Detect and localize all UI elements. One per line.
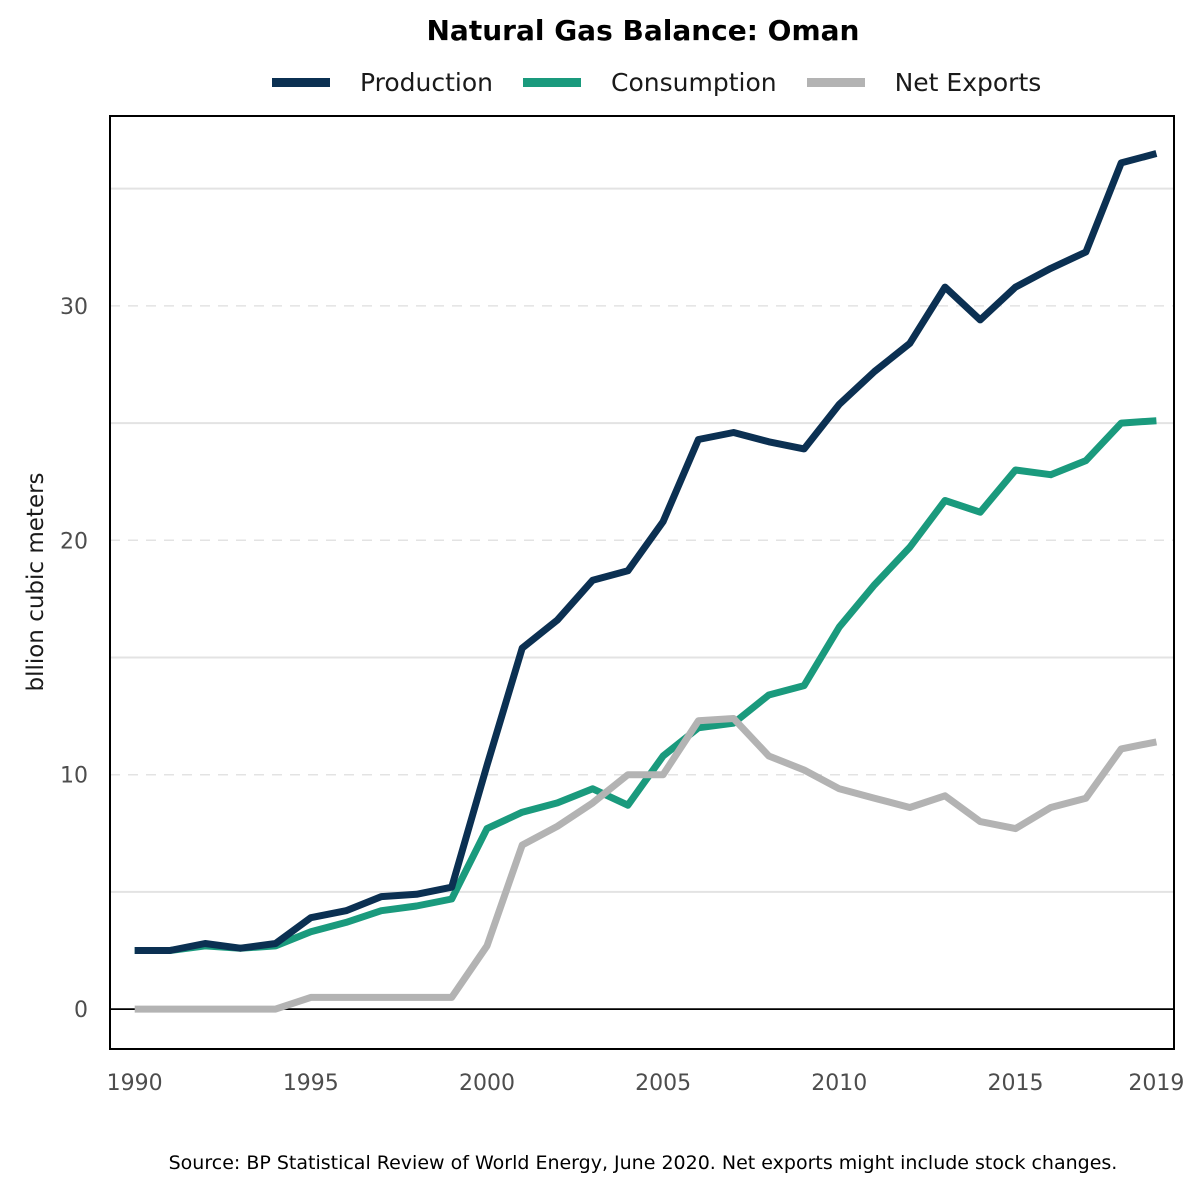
grid-layer xyxy=(110,187,1174,1011)
x-tick-2015: 2015 xyxy=(987,1071,1043,1096)
legend: Production Consumption Net Exports xyxy=(272,62,1071,102)
legend-item-production: Production xyxy=(272,68,493,97)
legend-label-production: Production xyxy=(360,67,494,97)
series-line-production xyxy=(134,150,1158,954)
x-tick-1990: 1990 xyxy=(107,1071,163,1096)
legend-swatch-production xyxy=(272,77,330,87)
source-note: Source: BP Statistical Review of World E… xyxy=(168,1152,1118,1174)
x-tick-1995: 1995 xyxy=(283,1071,339,1096)
legend-swatch-net-exports xyxy=(806,77,865,87)
y-tick-30: 30 xyxy=(60,295,88,320)
legend-item-consumption: Consumption xyxy=(523,68,777,97)
plot-panel-border xyxy=(109,115,1175,1050)
series-line-net-exports xyxy=(134,715,1158,1013)
series-line-consumption xyxy=(134,417,1157,954)
y-tick-0: 0 xyxy=(74,998,88,1023)
series-layer xyxy=(134,150,1158,1013)
y-tick-20: 20 xyxy=(60,529,88,554)
legend-label-net-exports: Net Exports xyxy=(894,67,1042,97)
legend-label-consumption: Consumption xyxy=(611,67,777,97)
x-tick-2010: 2010 xyxy=(811,1071,867,1096)
legend-item-net-exports: Net Exports xyxy=(806,67,1042,97)
x-tick-2000: 2000 xyxy=(459,1071,515,1096)
y-tick-10: 10 xyxy=(60,764,88,789)
x-tick-2019: 2019 xyxy=(1128,1071,1184,1096)
chart-title: Natural Gas Balance: Oman xyxy=(426,14,860,47)
x-tick-2005: 2005 xyxy=(635,1071,691,1096)
tick-layer: 1990 1995 2000 2005 2010 2015 2019 0 10 20 30 xyxy=(60,295,1184,1096)
legend-swatch-consumption xyxy=(523,77,582,87)
